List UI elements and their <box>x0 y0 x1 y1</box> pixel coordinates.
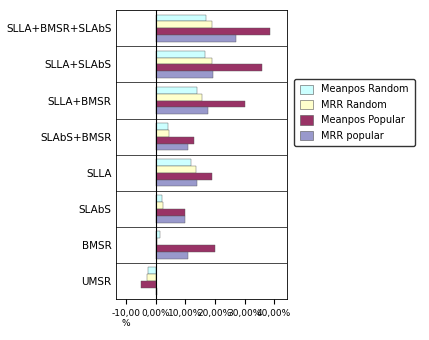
Bar <box>156 180 197 186</box>
Bar <box>156 245 215 252</box>
Bar <box>156 195 162 202</box>
Bar <box>156 51 205 57</box>
Bar <box>156 57 212 64</box>
Bar <box>156 173 212 180</box>
Bar <box>156 107 208 114</box>
Bar <box>156 231 160 238</box>
Bar <box>156 123 168 130</box>
Bar <box>156 71 214 78</box>
Bar <box>156 143 188 150</box>
Bar <box>147 274 156 281</box>
Bar <box>156 288 157 295</box>
Bar <box>156 209 185 216</box>
Bar <box>156 137 194 143</box>
Bar <box>156 159 191 166</box>
Bar <box>156 252 188 259</box>
Bar <box>156 202 163 209</box>
Bar <box>156 238 157 245</box>
Bar <box>156 64 262 71</box>
Legend: Meanpos Random, MRR Random, Meanpos Popular, MRR popular: Meanpos Random, MRR Random, Meanpos Popu… <box>294 79 414 146</box>
Bar <box>141 281 156 288</box>
Bar <box>156 28 270 35</box>
Bar <box>156 15 206 21</box>
Bar <box>156 35 236 42</box>
Bar <box>148 267 156 274</box>
Bar <box>156 101 245 107</box>
Bar <box>156 216 185 223</box>
Bar <box>156 87 197 94</box>
Bar <box>156 21 212 28</box>
Bar <box>156 130 169 137</box>
Bar <box>156 166 196 173</box>
Bar <box>156 94 202 101</box>
